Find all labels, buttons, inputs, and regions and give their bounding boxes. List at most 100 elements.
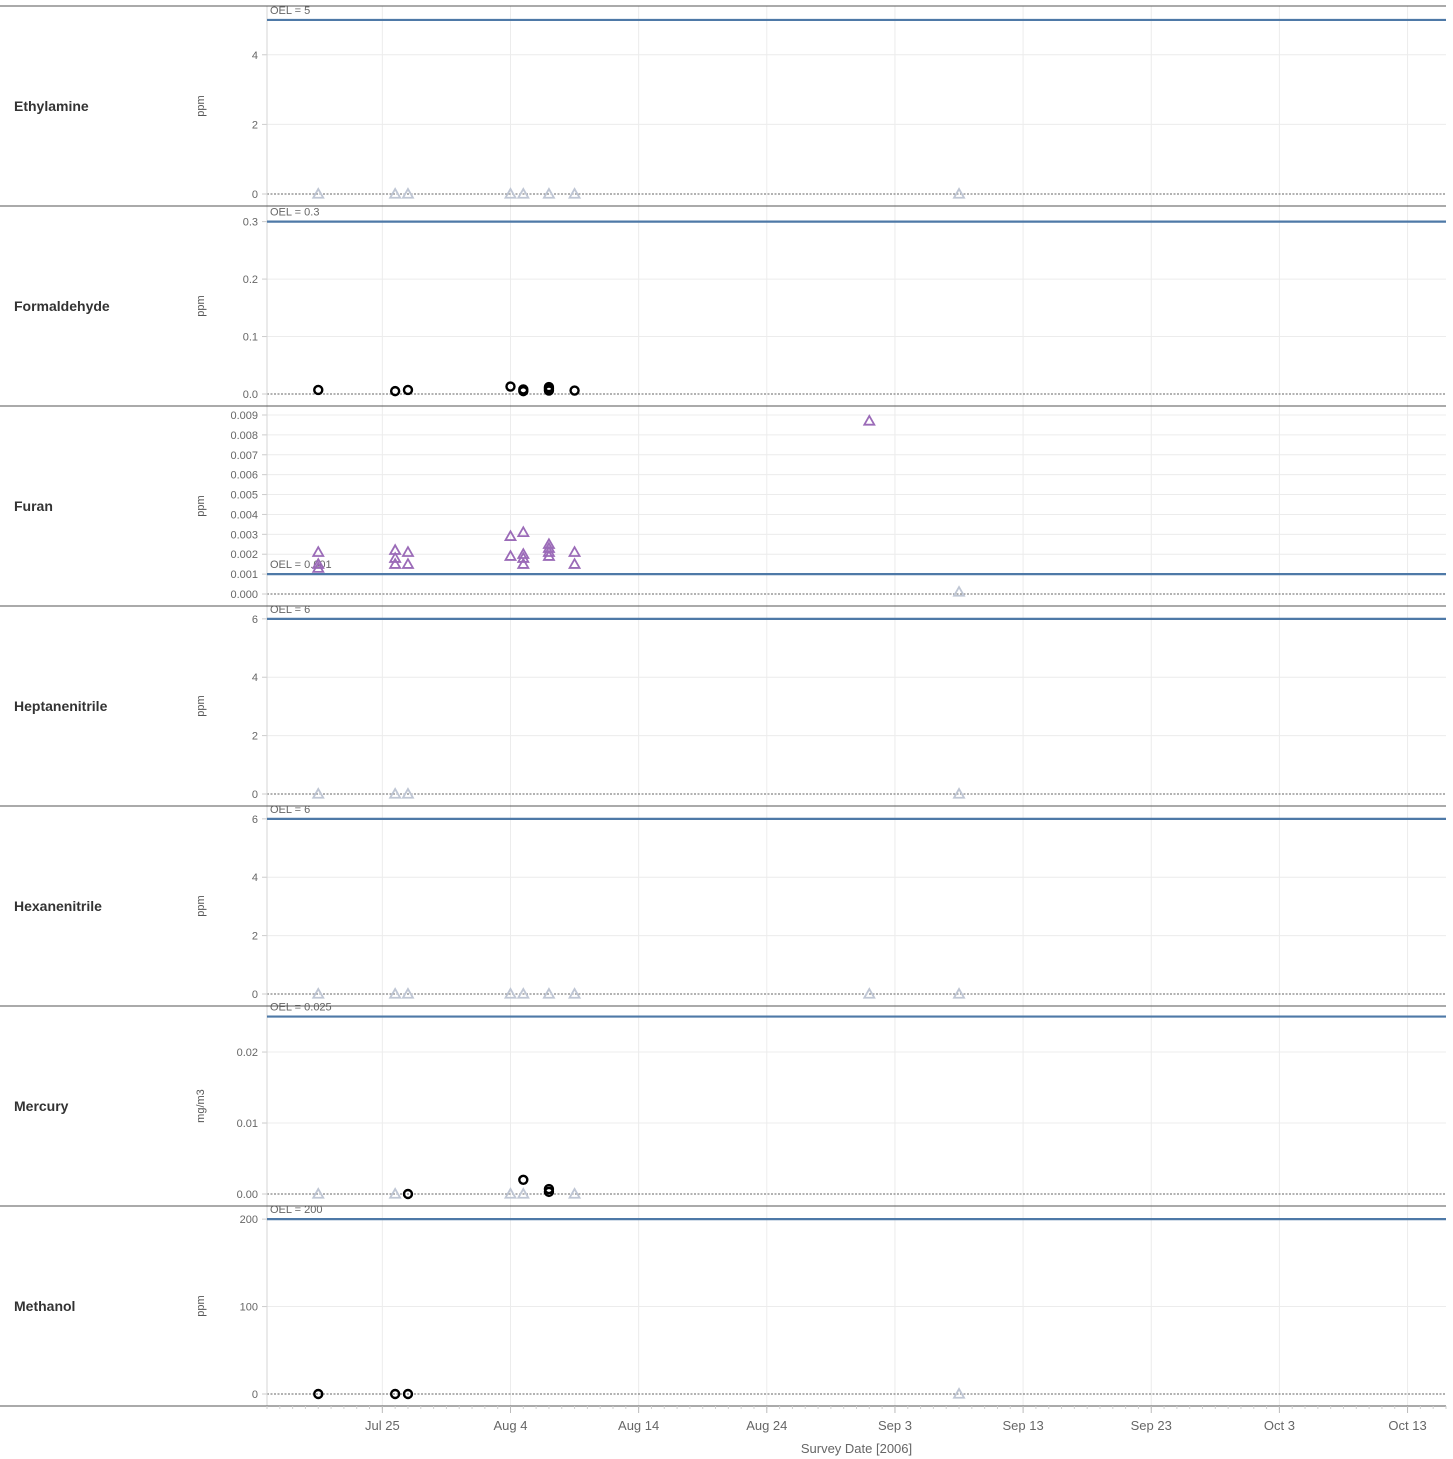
detect-point — [402, 1188, 414, 1200]
exceed-point — [388, 551, 402, 563]
exceed-point — [568, 557, 582, 569]
detect-point — [402, 1388, 414, 1400]
x-tick-label: Sep 3 — [878, 1418, 912, 1433]
chemical-label: Ethylamine — [14, 98, 89, 114]
exceed-point — [862, 414, 876, 426]
exceed-point — [401, 557, 415, 569]
y-tick-label: 0 — [252, 189, 258, 201]
y-tick-label: 0.008 — [230, 430, 258, 442]
y-tick-label: 0.3 — [243, 217, 258, 229]
chemical-label: Hexanenitrile — [14, 898, 102, 914]
detect-point — [505, 381, 516, 392]
y-tick-label: 2 — [252, 931, 258, 943]
oel-label: OEL = 200 — [270, 1204, 323, 1216]
y-tick-label: 100 — [240, 1302, 258, 1314]
y-tick-label: 0.004 — [230, 509, 258, 521]
chemical-label: Furan — [14, 498, 53, 514]
detect-point — [313, 1388, 324, 1400]
nondetect-point — [568, 1187, 582, 1199]
nondetect-point — [568, 987, 582, 999]
panel-mercury: 0.00 0.01 0.02 OEL = 0.025 Mercury mg/m3 — [0, 1002, 1446, 1206]
nondetect-point — [542, 187, 556, 199]
detect-point — [569, 385, 580, 396]
panel-heptanenitrile: 0 2 4 6 OEL = 6 Heptanenitrile ppm — [0, 604, 1446, 806]
exceed-point — [542, 545, 556, 557]
nondetect-point — [388, 787, 402, 799]
detect-point — [389, 385, 401, 397]
nondetect-point — [401, 187, 415, 199]
exceed-point — [311, 561, 325, 573]
x-axis: Jul 25 Aug 4 Aug 14 Aug 24 Sep 3 Sep 13 Sep 23… — [266, 1406, 1447, 1456]
y-tick-label: 0.001 — [230, 569, 258, 581]
chemical-label: Formaldehyde — [14, 298, 110, 314]
unit-label: ppm — [195, 895, 207, 916]
x-tick-label: Oct 3 — [1264, 1418, 1295, 1433]
x-axis-title: Survey Date [2006] — [801, 1441, 912, 1456]
y-tick-label: 200 — [240, 1214, 258, 1226]
exceed-point — [503, 529, 518, 541]
y-tick-label: 0.005 — [230, 490, 258, 502]
y-tick-label: 0.007 — [230, 450, 258, 462]
nondetect-point — [952, 585, 966, 597]
y-tick-label: 4 — [252, 872, 258, 884]
unit-label: mg/m3 — [195, 1089, 207, 1123]
y-tick-label: 0.000 — [230, 589, 258, 601]
x-tick-label: Aug 24 — [746, 1418, 787, 1433]
x-tick-label: Sep 13 — [1002, 1418, 1043, 1433]
y-tick-label: 0.02 — [237, 1047, 258, 1059]
exceed-point — [516, 551, 530, 563]
detect-point — [313, 384, 324, 396]
y-tick-label: 6 — [252, 814, 258, 826]
nondetect-point — [388, 1187, 402, 1199]
exceed-point — [388, 557, 402, 569]
unit-label: ppm — [195, 95, 207, 116]
detect-point — [518, 385, 529, 397]
y-tick-label: 4 — [252, 672, 258, 684]
y-tick-label: 0 — [252, 989, 258, 1001]
panel-ethylamine: 0 2 4 OEL = 5 Ethylamine ppm — [0, 5, 1446, 206]
chemical-label: Methanol — [14, 1298, 75, 1314]
x-tick-label: Aug 4 — [493, 1418, 527, 1433]
oel-label: OEL = 6 — [270, 804, 310, 816]
nondetect-point — [952, 187, 966, 199]
exceed-point — [568, 545, 582, 557]
y-tick-label: 0.01 — [237, 1118, 258, 1130]
unit-label: ppm — [195, 1295, 207, 1316]
detect-point — [543, 385, 555, 396]
y-tick-label: 0.0 — [243, 389, 258, 401]
x-tick-label: Oct 13 — [1388, 1418, 1426, 1433]
exceed-point — [542, 549, 556, 561]
y-tick-label: 0.2 — [243, 274, 258, 286]
exceed-point — [311, 545, 325, 557]
detect-point — [518, 1174, 529, 1186]
y-tick-label: 0 — [252, 789, 258, 801]
nondetect-point — [568, 187, 582, 199]
nondetect-point — [388, 987, 402, 999]
detect-point — [389, 1388, 401, 1400]
y-tick-label: 2 — [252, 119, 258, 131]
unit-label: ppm — [195, 495, 207, 516]
exceed-point — [516, 525, 530, 537]
panel-formaldehyde: 0.0 0.1 0.2 0.3 OEL = 0.3 Formaldehyde ppm — [0, 205, 1446, 406]
x-tick-label: Sep 23 — [1131, 1418, 1172, 1433]
nondetect-point — [952, 987, 966, 999]
exceed-point — [503, 549, 518, 561]
oel-label: OEL = 5 — [270, 5, 310, 17]
nondetect-point — [388, 187, 402, 199]
x-tick-label: Aug 14 — [618, 1418, 659, 1433]
exceed-point — [311, 557, 325, 569]
y-tick-label: 0 — [252, 1389, 258, 1401]
nondetect-point — [311, 187, 325, 199]
y-tick-label: 0.003 — [230, 529, 258, 541]
y-tick-label: 4 — [252, 50, 258, 62]
nondetect-point — [516, 1187, 530, 1199]
exceed-point — [401, 545, 415, 557]
nondetect-point — [503, 1187, 518, 1199]
y-tick-label: 0.1 — [243, 332, 258, 344]
exceed-point — [516, 557, 530, 569]
y-tick-label: 0.006 — [230, 470, 258, 482]
detect-point — [543, 1186, 555, 1198]
unit-label: ppm — [195, 695, 207, 716]
panel-furan: 0.000 0.001 0.002 0.003 0.004 0.005 0.006 0.007… — [0, 405, 1446, 606]
nondetect-point — [952, 1387, 966, 1399]
